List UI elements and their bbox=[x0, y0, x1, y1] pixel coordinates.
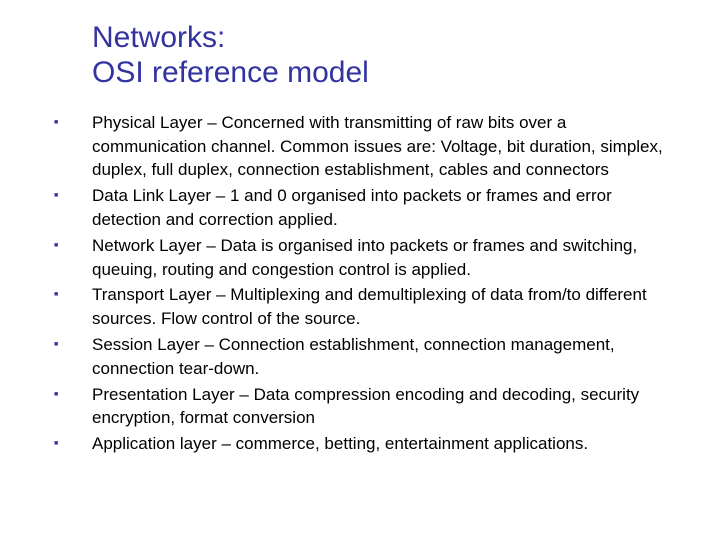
list-item-text: Presentation Layer – Data compression en… bbox=[92, 383, 680, 431]
square-bullet-icon: ■ bbox=[30, 234, 92, 249]
list-item: ■ Network Layer – Data is organised into… bbox=[30, 234, 680, 282]
square-bullet-icon: ■ bbox=[30, 383, 92, 398]
list-item-text: Session Layer – Connection establishment… bbox=[92, 333, 680, 381]
list-item-text: Physical Layer – Concerned with transmit… bbox=[92, 111, 680, 182]
square-bullet-icon: ■ bbox=[30, 111, 92, 126]
square-bullet-icon: ■ bbox=[30, 283, 92, 298]
list-item-text: Application layer – commerce, betting, e… bbox=[92, 432, 680, 456]
square-bullet-icon: ■ bbox=[30, 432, 92, 447]
list-item: ■ Application layer – commerce, betting,… bbox=[30, 432, 680, 456]
list-item: ■ Physical Layer – Concerned with transm… bbox=[30, 111, 680, 182]
list-item: ■ Transport Layer – Multiplexing and dem… bbox=[30, 283, 680, 331]
title-block: Networks: OSI reference model bbox=[92, 20, 680, 91]
slide-body: ■ Physical Layer – Concerned with transm… bbox=[30, 111, 680, 456]
list-item-text: Network Layer – Data is organised into p… bbox=[92, 234, 680, 282]
slide-title-line2: OSI reference model bbox=[92, 55, 680, 90]
square-bullet-icon: ■ bbox=[30, 333, 92, 348]
list-item-text: Transport Layer – Multiplexing and demul… bbox=[92, 283, 680, 331]
list-item: ■ Presentation Layer – Data compression … bbox=[30, 383, 680, 431]
list-item: ■ Session Layer – Connection establishme… bbox=[30, 333, 680, 381]
slide-title-line1: Networks: bbox=[92, 20, 680, 55]
list-item-text: Data Link Layer – 1 and 0 organised into… bbox=[92, 184, 680, 232]
square-bullet-icon: ■ bbox=[30, 184, 92, 199]
list-item: ■ Data Link Layer – 1 and 0 organised in… bbox=[30, 184, 680, 232]
slide: Networks: OSI reference model ■ Physical… bbox=[0, 0, 720, 540]
